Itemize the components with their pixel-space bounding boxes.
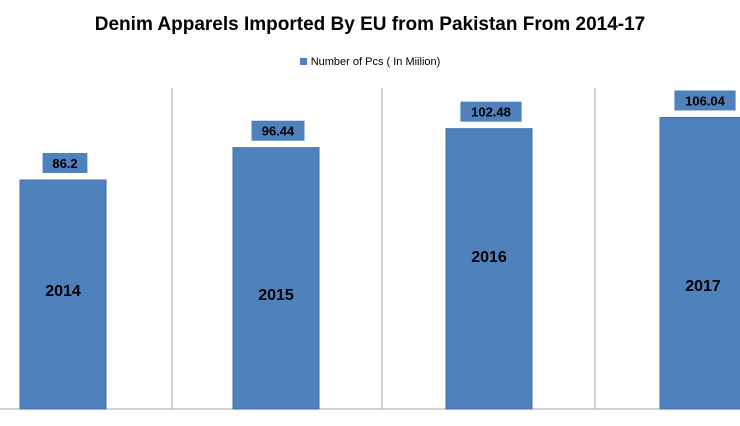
data-label-box-2015 [251, 120, 305, 141]
data-label-box-2016 [460, 101, 522, 122]
chart-title: Denim Apparels Imported By EU from Pakis… [94, 14, 646, 35]
data-label-box-2014 [42, 152, 88, 173]
data-label-2014: 86.2 [52, 156, 77, 171]
chart-legend: Number of Pcs ( In Miilion) [0, 56, 740, 68]
legend-label: Number of Pcs ( In Miilion) [310, 56, 441, 68]
bar-2017 [659, 116, 740, 410]
data-label-2016: 102.48 [471, 105, 511, 120]
legend-swatch [299, 58, 307, 65]
data-label-2015: 96.44 [262, 124, 295, 139]
bar-2015 [232, 147, 320, 410]
category-label-2017: 2017 [685, 278, 721, 295]
category-label-2015: 2015 [258, 287, 294, 304]
category-label-2014: 2014 [45, 283, 81, 300]
bar-2016 [445, 128, 533, 410]
bar-2014 [19, 179, 107, 410]
data-label-2017: 106.04 [685, 93, 726, 108]
data-label-box-2017 [674, 90, 736, 111]
category-label-2016: 2016 [471, 249, 507, 266]
